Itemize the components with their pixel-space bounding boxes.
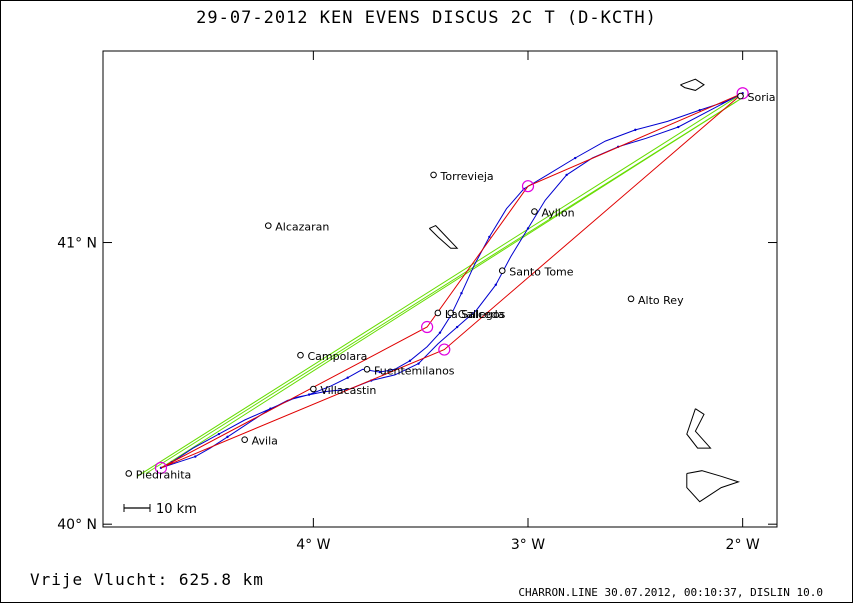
flight-track-point [494,283,498,286]
city-marker [498,267,506,274]
flight-track-point [565,173,568,177]
city-marker [264,222,272,229]
flight-title: 29-07-2012 KEN EVENS DISCUS 2C T (D-KCTH… [196,8,657,28]
city-label: Torrevieja [440,170,494,183]
turnpoint-marker [521,180,535,193]
city-label: Fuentemilanos [374,364,455,377]
city-marker [430,171,437,179]
city-label: Soria [748,91,776,104]
city-label: Gallegos [458,308,506,321]
alternate-route-layer [137,95,741,477]
city-label: Avila [252,435,278,448]
city-marker [737,92,744,100]
footer-info: CHARRON.LINE 30.07.2012, 00:10:37, DISLI… [518,586,823,599]
turnpoint-layer [154,87,749,474]
optimized-route-layer [160,92,744,469]
turnpoint-marker [421,320,434,334]
plot-frame [102,50,778,528]
city-label: Alcazaran [275,221,329,234]
optimized-route-line [160,92,744,469]
city-label: Ayllon [541,207,574,220]
free-flight-distance: Vrije Vlucht: 625.8 km [30,570,264,589]
flight-track-point [438,331,442,334]
city-label: Alto Rey [638,294,684,307]
flight-track-point [574,156,577,160]
flight-track-point [408,359,412,363]
alternate-route-line [137,95,739,477]
y-axis-tick-label: 41° N [57,236,97,252]
flight-track-point [698,108,701,112]
city-layer: Soria Torrevieja Ayllon Alcazaran Santo Tome… [125,91,776,481]
flight-track-point [634,128,637,132]
turnpoint-marker [154,461,168,474]
flight-track-point [226,435,229,439]
flight-track-point [378,370,382,374]
terrain-outline [686,408,712,449]
y-axis-tick-label: 40° N [57,517,97,533]
alternate-route-line [160,98,741,469]
city-label: Santo Tome [509,266,574,279]
terrain-outline [428,225,459,249]
scale-bar-label: 10 km [156,502,197,517]
x-axis-tick-label: 4° W [296,537,330,553]
city-marker [241,436,248,443]
turnpoint-marker [438,343,451,356]
x-axis-tick-label: 2° W [726,537,760,553]
city-label: Piedrahita [136,468,192,481]
flight-track-point [460,292,463,295]
flight-track-point [677,125,680,129]
city-marker [531,208,538,215]
flight-track-point [488,235,491,239]
city-marker [363,365,371,373]
city-label: La Salceda [445,308,505,321]
flight-track-point [194,455,197,458]
flight-track-point [307,393,311,396]
terrain-layer [428,78,741,503]
scale-bar: 10 km [123,502,197,517]
city-marker [297,351,304,359]
flight-track-point [217,432,221,436]
flight-track-point [417,362,420,365]
city-marker [125,470,133,477]
city-label: Villacastin [320,384,376,397]
city-label: Campolara [307,350,367,363]
turnpoint-marker [736,87,749,100]
flight-track-point [346,376,349,379]
flight-track-point [455,325,459,329]
flight-track-point [526,227,530,230]
terrain-outline [680,78,705,91]
alternate-route-line [145,101,737,474]
city-marker [310,385,317,393]
city-marker [627,295,635,303]
x-axis-tick-label: 3° W [511,537,545,553]
city-marker [434,309,442,317]
flight-track-line [160,92,743,469]
flight-track-point [322,390,326,394]
terrain-outline [686,470,741,503]
city-marker [447,309,455,317]
axis-layer: 4° W 3° W 2° W 40° N 41° N [57,50,778,553]
